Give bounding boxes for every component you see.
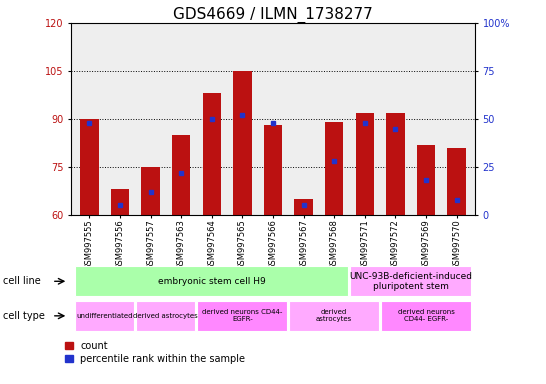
Text: derived astrocytes: derived astrocytes (133, 313, 198, 319)
Text: cell type: cell type (3, 311, 45, 321)
Legend: count, percentile rank within the sample: count, percentile rank within the sample (65, 341, 246, 364)
Bar (355, 113, 374, 215)
Bar (417, 145, 435, 215)
Bar (294, 199, 313, 215)
Bar (289, 301, 379, 331)
Text: derived neurons CD44-
EGFR-: derived neurons CD44- EGFR- (202, 310, 283, 322)
Bar (203, 93, 221, 215)
Bar (111, 189, 129, 215)
Bar (75, 266, 348, 296)
Text: derived neurons
CD44- EGFR-: derived neurons CD44- EGFR- (397, 310, 454, 322)
Bar (80, 119, 98, 215)
Bar (264, 126, 282, 215)
Text: derived
astrocytes: derived astrocytes (316, 310, 352, 322)
Bar (136, 301, 195, 331)
Bar (448, 148, 466, 215)
Bar (233, 71, 252, 215)
Bar (386, 113, 405, 215)
Bar (75, 301, 134, 331)
Bar (197, 301, 287, 331)
Text: embryonic stem cell H9: embryonic stem cell H9 (158, 277, 266, 286)
Bar (172, 135, 191, 215)
Bar (381, 301, 471, 331)
Title: GDS4669 / ILMN_1738277: GDS4669 / ILMN_1738277 (173, 7, 373, 23)
Text: undifferentiated: undifferentiated (76, 313, 133, 319)
Text: cell line: cell line (3, 276, 40, 286)
Bar (141, 167, 160, 215)
Bar (350, 266, 471, 296)
Bar (325, 122, 343, 215)
Text: UNC-93B-deficient-induced
pluripotent stem: UNC-93B-deficient-induced pluripotent st… (349, 271, 472, 291)
